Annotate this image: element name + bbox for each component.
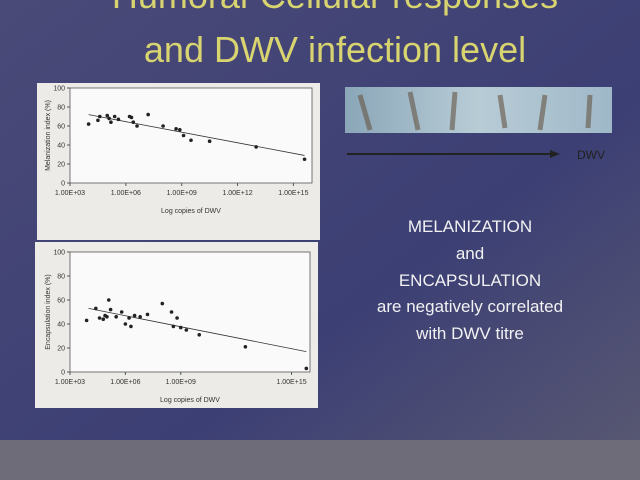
x-tick-label: 1.00E+12 — [222, 190, 252, 197]
x-axis-label: Log copies of DWV — [161, 208, 221, 215]
x-tick-label: 1.00E+03 — [55, 379, 85, 386]
point — [174, 127, 178, 131]
point — [146, 112, 150, 117]
x-tick-label: 1.00E+09 — [166, 379, 196, 386]
x-tick-label: 1.00E+06 — [110, 379, 140, 386]
y-tick-label: 60 — [57, 124, 65, 131]
point — [254, 145, 258, 149]
x-axis-label: Log copies of DWV — [160, 397, 220, 404]
y-axis-label: Melanization index (%) — [45, 100, 52, 171]
point — [84, 318, 89, 323]
trendline — [88, 308, 307, 352]
message-line: with DWV titre — [415, 324, 524, 343]
point — [169, 310, 174, 314]
point — [207, 139, 212, 143]
point — [107, 116, 111, 121]
y-tick-label: 20 — [57, 346, 65, 353]
arrow-head — [550, 150, 560, 158]
message-line: MELANIZATION — [408, 217, 532, 236]
point — [178, 325, 183, 330]
point — [97, 114, 102, 119]
point — [105, 315, 109, 319]
point — [135, 124, 139, 128]
point — [171, 324, 176, 329]
point — [86, 122, 91, 126]
point — [108, 307, 113, 312]
point — [96, 118, 100, 123]
x-tick-label: 1.00E+15 — [278, 190, 308, 197]
plot-area — [69, 251, 311, 373]
image-strip — [345, 87, 612, 133]
point — [189, 138, 193, 143]
point — [129, 115, 134, 120]
message-line: and — [456, 244, 484, 263]
point — [138, 315, 142, 319]
y-tick-label: 40 — [57, 322, 65, 329]
point — [119, 310, 124, 314]
message-line: are negatively correlated — [377, 297, 563, 316]
y-tick-label: 0 — [61, 370, 65, 377]
y-tick-label: 40 — [57, 143, 65, 150]
point — [161, 124, 165, 128]
point — [116, 117, 121, 122]
y-tick-label: 0 — [61, 181, 65, 188]
image-detail — [357, 91, 593, 131]
point — [94, 306, 98, 311]
point — [109, 120, 113, 124]
point — [131, 120, 136, 124]
y-tick-label: 80 — [57, 105, 65, 112]
point — [112, 114, 117, 119]
point — [127, 316, 131, 320]
point — [145, 312, 150, 317]
point — [243, 345, 248, 349]
point — [175, 316, 179, 320]
title-line: and DWV infection level — [144, 29, 526, 70]
plot-area — [69, 87, 313, 184]
y-tick-label: 60 — [57, 298, 65, 305]
point — [160, 301, 165, 306]
message-line: ENCAPSULATION — [399, 271, 541, 290]
point — [184, 328, 189, 332]
y-tick-label: 20 — [57, 162, 65, 169]
point — [197, 333, 202, 337]
x-tick-label: 1.00E+03 — [55, 190, 85, 197]
y-tick-label: 100 — [53, 86, 65, 93]
x-tick-label: 1.00E+15 — [276, 379, 306, 386]
point — [302, 157, 307, 162]
floor — [0, 440, 640, 480]
message: MELANIZATION and ENCAPSULATION are negat… — [377, 217, 563, 343]
point — [123, 322, 128, 326]
arrow-label: DWV — [577, 148, 605, 162]
y-tick-label: 100 — [53, 250, 65, 257]
point — [304, 366, 309, 371]
point — [101, 317, 106, 322]
point — [114, 315, 118, 319]
x-tick-label: 1.00E+06 — [111, 190, 141, 197]
title-line: Humoral-Cellular responses — [112, 0, 558, 16]
point — [129, 324, 133, 329]
y-tick-label: 80 — [57, 274, 65, 281]
point — [106, 298, 111, 302]
point — [97, 316, 102, 320]
y-axis-label: Encapsulation index (%) — [45, 274, 52, 350]
point — [105, 113, 110, 118]
x-tick-label: 1.00E+09 — [167, 190, 197, 197]
point — [178, 128, 182, 132]
point — [181, 133, 186, 138]
trendline — [88, 114, 305, 156]
point — [132, 313, 137, 318]
